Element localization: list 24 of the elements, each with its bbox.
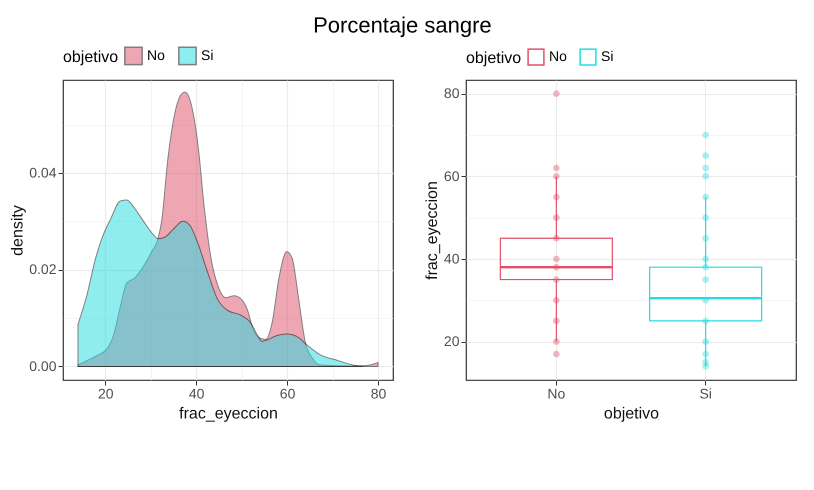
y-tick-label: 0.02 [29,261,57,278]
x-tick-label: No [547,386,566,402]
x-axis-title: frac_eyeccion [179,406,278,422]
legend-label: Si [601,48,614,64]
x-axis-title: objetivo [604,406,660,422]
legend-title: objetivo [63,49,118,66]
legend-title: objetivo [466,50,522,67]
x-tick-label: 80 [370,386,386,402]
x-tick-label: 40 [188,386,205,402]
legend-label: No [549,48,568,64]
y-tick-label: 60 [444,168,460,184]
x-tick-label: 60 [280,386,296,402]
x-tick-label: Si [699,386,712,402]
y-tick-label: 20 [444,333,460,350]
chart-title: Porcentaje sangre [313,12,492,38]
x-tick-label: 20 [98,386,114,402]
y-axis-title: density [9,205,26,256]
legend-label: Si [201,46,214,63]
y-tick-label: 40 [444,250,460,266]
legend-label: No [147,46,166,63]
y-tick-label: 0.00 [29,358,57,374]
y-tick-label: 0.04 [29,164,57,180]
y-axis-title: frac_eyeccion [424,181,441,280]
y-tick-label: 80 [444,85,460,102]
